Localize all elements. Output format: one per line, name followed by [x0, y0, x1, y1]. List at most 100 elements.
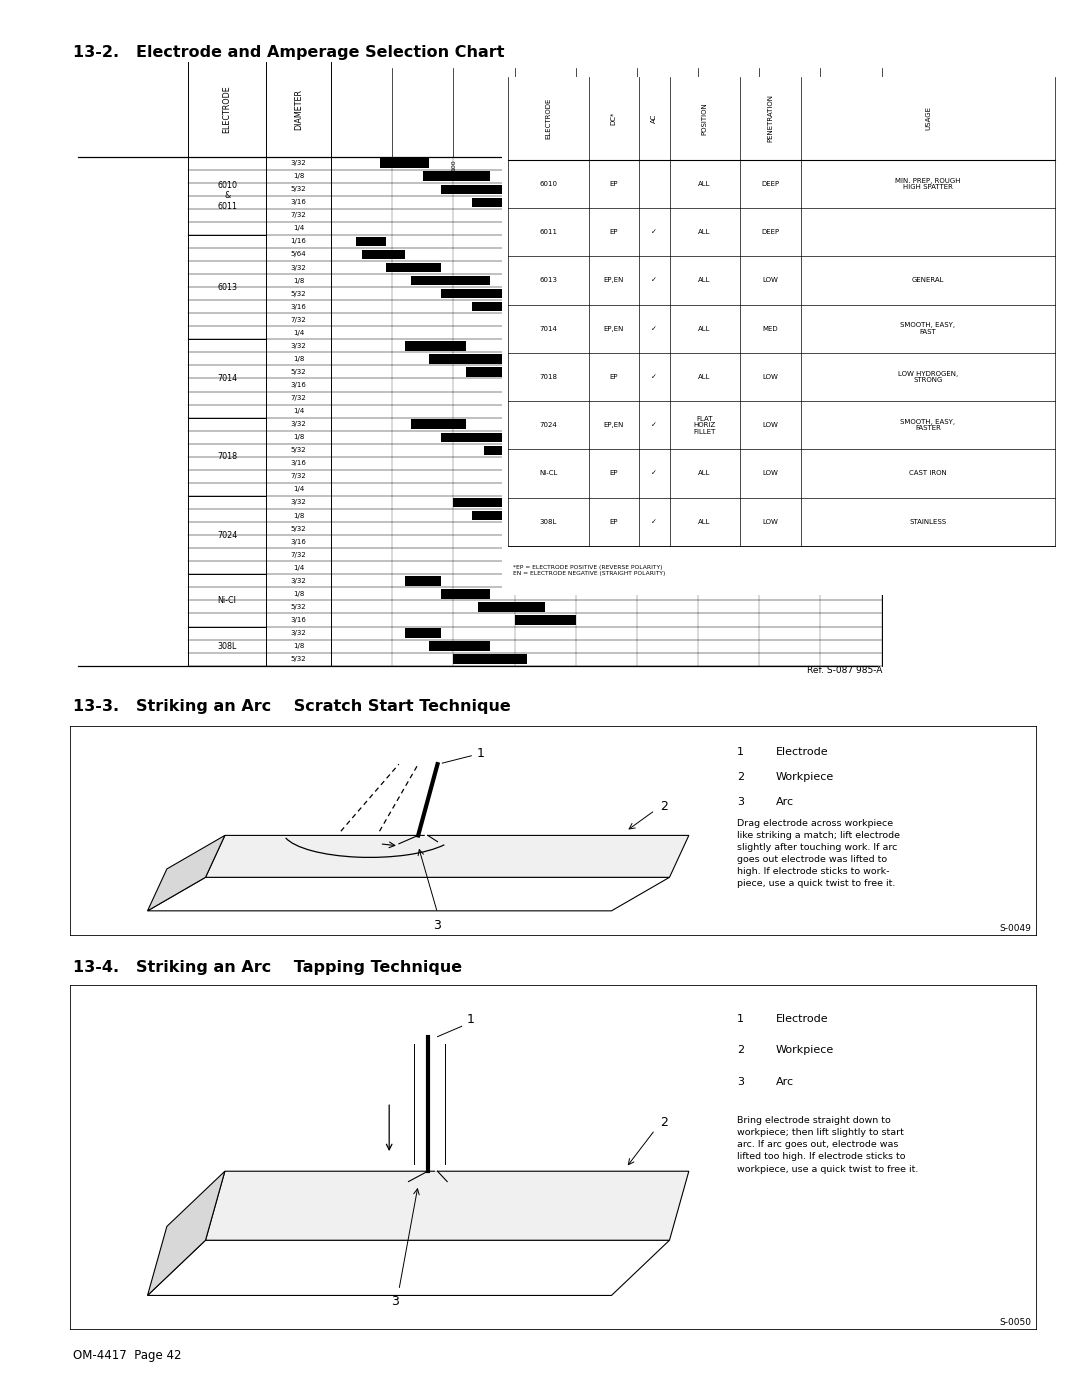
Bar: [423, 172, 490, 180]
Text: 2: 2: [738, 771, 744, 782]
Text: Ni-Cl: Ni-Cl: [218, 597, 237, 605]
Text: ALL: ALL: [699, 471, 711, 476]
Bar: [442, 289, 527, 299]
Bar: [472, 511, 576, 520]
Text: ALL: ALL: [699, 278, 711, 284]
Polygon shape: [205, 1171, 689, 1241]
Text: EP,EN: EP,EN: [604, 422, 624, 429]
Bar: [484, 446, 576, 455]
Bar: [405, 341, 465, 351]
Text: 6011: 6011: [539, 229, 557, 235]
Text: SMOOTH, EASY,
FAST: SMOOTH, EASY, FAST: [901, 323, 956, 335]
Bar: [477, 602, 545, 612]
Bar: [698, 563, 881, 573]
Text: 1/4: 1/4: [293, 330, 305, 335]
Text: PENETRATION: PENETRATION: [767, 95, 773, 142]
Text: 3/32: 3/32: [291, 630, 307, 636]
Bar: [472, 197, 588, 207]
Text: *EP = ELECTRODE POSITIVE (REVERSE POLARITY)
EN = ELECTRODE NEGATIVE (STRAIGHT PO: *EP = ELECTRODE POSITIVE (REVERSE POLARI…: [513, 564, 665, 576]
Text: Bring electrode straight down to
workpiece; then lift slightly to start
arc. If : Bring electrode straight down to workpie…: [738, 1116, 918, 1173]
Text: DC*: DC*: [611, 112, 617, 124]
Text: 300: 300: [696, 159, 701, 172]
Text: 13-4.   Striking an Arc    Tapping Technique: 13-4. Striking an Arc Tapping Technique: [73, 960, 462, 975]
Bar: [454, 654, 527, 664]
Text: NI-CL: NI-CL: [539, 471, 557, 476]
Text: 3/32: 3/32: [291, 342, 307, 349]
Text: 3/32: 3/32: [291, 264, 307, 271]
Text: 50: 50: [390, 159, 395, 168]
Text: Arc: Arc: [775, 1077, 794, 1087]
Text: 5/32: 5/32: [291, 369, 307, 374]
Text: LOW: LOW: [762, 518, 779, 525]
Text: ALL: ALL: [699, 374, 711, 380]
Bar: [637, 550, 796, 559]
Text: 450: 450: [879, 159, 885, 172]
Text: LOW HYDROGEN,
STRONG: LOW HYDROGEN, STRONG: [897, 370, 958, 383]
Text: 7/32: 7/32: [291, 474, 307, 479]
Text: 6013: 6013: [539, 278, 557, 284]
Text: 3/16: 3/16: [291, 303, 307, 310]
Text: 2: 2: [738, 1045, 744, 1056]
Bar: [637, 485, 821, 495]
Polygon shape: [148, 1241, 670, 1295]
Text: Arc: Arc: [775, 796, 794, 807]
Bar: [442, 590, 490, 598]
Text: 5/32: 5/32: [291, 186, 307, 193]
Bar: [527, 458, 637, 468]
Text: 5/32: 5/32: [291, 657, 307, 662]
Text: Ref. S-087 985-A: Ref. S-087 985-A: [807, 666, 882, 675]
Bar: [429, 641, 490, 651]
Text: 200: 200: [573, 159, 578, 172]
Text: ✓: ✓: [651, 374, 658, 380]
Text: 3: 3: [738, 796, 744, 807]
Text: Workpiece: Workpiece: [775, 771, 834, 782]
Text: ALL: ALL: [699, 326, 711, 331]
Text: 7014: 7014: [217, 374, 238, 383]
Text: S-0050: S-0050: [999, 1319, 1031, 1327]
Polygon shape: [205, 835, 689, 877]
Text: 1/8: 1/8: [293, 643, 305, 650]
Text: Drag electrode across workpiece
like striking a match; lift electrode
slightly a: Drag electrode across workpiece like str…: [738, 819, 900, 888]
Text: 308L: 308L: [217, 641, 237, 651]
Text: 1/4: 1/4: [293, 408, 305, 414]
Text: ELECTRODE: ELECTRODE: [545, 98, 551, 138]
Bar: [442, 184, 527, 194]
Text: 7024: 7024: [217, 531, 238, 539]
Text: 7/32: 7/32: [291, 395, 307, 401]
Text: 13-2.   Electrode and Amperage Selection Chart: 13-2. Electrode and Amperage Selection C…: [73, 45, 505, 60]
Text: ✓: ✓: [651, 229, 658, 235]
Text: DEEP: DEEP: [761, 180, 780, 187]
Text: S-0049: S-0049: [999, 925, 1031, 933]
Text: 1/8: 1/8: [293, 434, 305, 440]
Text: 3/32: 3/32: [291, 500, 307, 506]
Text: 13-3.   Striking an Arc    Scratch Start Technique: 13-3. Striking an Arc Scratch Start Tech…: [73, 698, 511, 714]
Text: 400: 400: [818, 159, 823, 172]
Bar: [545, 394, 723, 402]
Text: 308L: 308L: [540, 518, 557, 525]
Bar: [514, 380, 649, 390]
Text: 1/4: 1/4: [293, 564, 305, 571]
Text: 2: 2: [660, 799, 667, 813]
Text: 1/8: 1/8: [293, 513, 305, 518]
Bar: [410, 419, 465, 429]
Text: EP,EN: EP,EN: [604, 278, 624, 284]
Bar: [410, 275, 490, 285]
Text: EP: EP: [609, 374, 618, 380]
Polygon shape: [148, 877, 670, 911]
Bar: [576, 472, 723, 481]
Text: 1/4: 1/4: [293, 486, 305, 492]
Text: SMOOTH, EASY,
FASTER: SMOOTH, EASY, FASTER: [901, 419, 956, 432]
Polygon shape: [148, 1171, 225, 1295]
Text: 3/16: 3/16: [291, 461, 307, 467]
Text: GENERAL: GENERAL: [912, 278, 944, 284]
Bar: [405, 576, 442, 585]
Bar: [472, 302, 588, 312]
Text: 7014: 7014: [539, 326, 557, 331]
Text: ✓: ✓: [651, 518, 658, 525]
Text: 350: 350: [757, 159, 761, 172]
Bar: [442, 433, 527, 441]
Text: USAGE: USAGE: [924, 106, 931, 130]
Text: 1/8: 1/8: [293, 591, 305, 597]
Text: LOW: LOW: [762, 422, 779, 429]
Text: 1: 1: [738, 746, 744, 757]
